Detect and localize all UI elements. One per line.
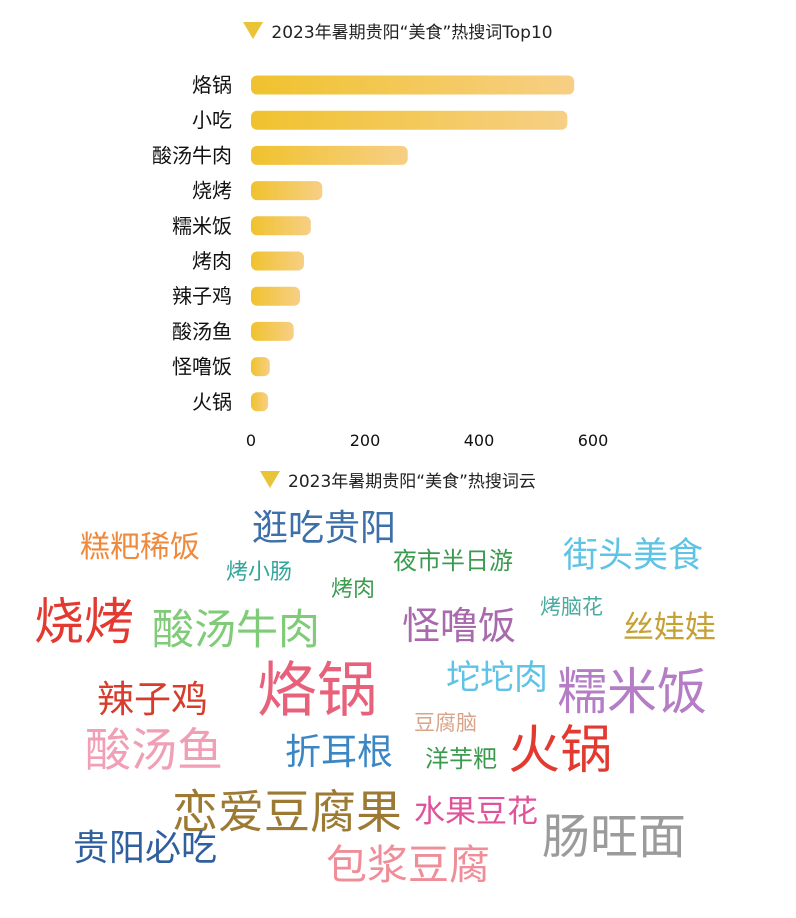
cloud-word: 包浆豆腐 bbox=[326, 841, 490, 889]
cloud-word: 水果豆花 bbox=[414, 794, 538, 830]
triangle-marker-icon bbox=[243, 22, 264, 39]
triangle-marker-icon bbox=[260, 471, 281, 488]
cloud-word: 酸汤牛肉 bbox=[152, 605, 321, 654]
category-label: 烙锅 bbox=[192, 73, 232, 97]
category-label: 火锅 bbox=[192, 390, 232, 414]
cloud-word: 贵阳必吃 bbox=[73, 828, 218, 869]
cloud-word: 肠旺面 bbox=[542, 809, 687, 865]
x-tick-label: 200 bbox=[350, 431, 381, 450]
cloud-word: 烤肉 bbox=[331, 577, 376, 602]
bar-chart-title: 2023年暑期贵阳“美食”热搜词Top10 bbox=[0, 18, 796, 43]
category-label: 小吃 bbox=[192, 108, 232, 132]
cloud-word: 街头美食 bbox=[563, 536, 704, 576]
wordcloud-title: 2023年暑期贵阳“美食”热搜词云 bbox=[0, 467, 796, 492]
category-label: 烧烤 bbox=[192, 179, 232, 203]
x-tick-label: 600 bbox=[578, 431, 609, 450]
bar bbox=[251, 181, 323, 201]
cloud-word: 糕粑稀饭 bbox=[80, 530, 200, 565]
x-tick-label: 0 bbox=[246, 431, 256, 450]
bar bbox=[251, 321, 294, 341]
bar bbox=[251, 392, 269, 412]
cloud-word: 烙锅 bbox=[257, 656, 377, 726]
category-label: 烤肉 bbox=[192, 249, 232, 273]
bar bbox=[251, 75, 575, 95]
category-label: 酸汤牛肉 bbox=[152, 143, 232, 167]
cloud-word: 辣子鸡 bbox=[97, 678, 208, 721]
cloud-word: 折耳根 bbox=[285, 732, 394, 773]
cloud-word: 丝娃娃 bbox=[623, 610, 716, 646]
cloud-word: 豆腐脑 bbox=[414, 711, 477, 735]
cloud-word: 烤脑花 bbox=[540, 595, 603, 619]
cloud-word: 糯米饭 bbox=[557, 663, 707, 721]
category-label: 糯米饭 bbox=[172, 214, 232, 238]
cloud-word: 烤小肠 bbox=[226, 560, 293, 585]
bar bbox=[251, 216, 311, 236]
cloud-word: 恋爱豆腐果 bbox=[172, 785, 402, 839]
bar bbox=[251, 110, 568, 130]
cloud-word: 烧烤 bbox=[34, 593, 134, 651]
x-tick-label: 400 bbox=[464, 431, 495, 450]
cloud-word: 酸汤鱼 bbox=[85, 723, 223, 777]
category-label: 酸汤鱼 bbox=[172, 319, 232, 343]
cloud-word: 夜市半日游 bbox=[393, 547, 513, 575]
cloud-word: 逛吃贵阳 bbox=[252, 508, 397, 549]
word-cloud: 逛吃贵阳糕粑稀饭 夜市半日游 街头美食烤小肠烤肉烧烤 酸汤牛肉 怪噜饭 烤脑花 丝娃娃辣子鸡… bbox=[0, 495, 796, 918]
category-label: 怪噜饭 bbox=[172, 355, 232, 379]
bar bbox=[251, 251, 305, 271]
bar bbox=[251, 357, 270, 377]
cloud-word: 洋芋粑 bbox=[425, 745, 497, 773]
bar-chart-title-text: 2023年暑期贵阳“美食”热搜词Top10 bbox=[271, 23, 553, 43]
cloud-word: 怪噜饭 bbox=[402, 604, 517, 648]
wordcloud-title-text: 2023年暑期贵阳“美食”热搜词云 bbox=[288, 472, 536, 492]
cloud-word: 坨坨肉 bbox=[446, 658, 548, 698]
cloud-word: 火锅 bbox=[508, 721, 613, 781]
category-label: 辣子鸡 bbox=[172, 284, 232, 308]
bar bbox=[251, 286, 301, 306]
bar bbox=[251, 145, 408, 165]
